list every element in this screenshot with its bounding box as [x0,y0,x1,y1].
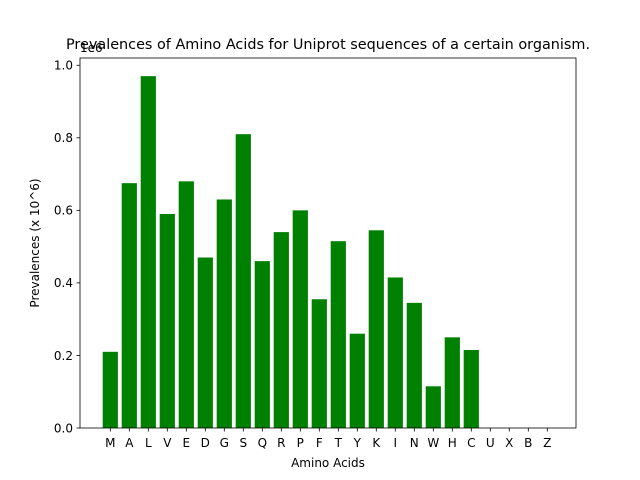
x-tick-label: D [201,436,210,450]
bar-G [216,199,232,428]
y-tick-label: 0.6 [54,204,73,218]
x-tick-label: I [394,436,398,450]
y-tick-label: 0.4 [54,276,73,290]
chart-title: Prevalences of Amino Acids for Uniprot s… [66,37,590,53]
bar-V [159,213,175,428]
x-tick-label: V [163,436,172,450]
plot-frame [79,57,577,429]
x-tick-label: G [220,436,229,450]
x-tick-label: Q [258,436,267,450]
bar-D [197,257,213,428]
x-tick-label: U [486,436,495,450]
x-tick-label: C [467,436,475,450]
x-tick-label: E [183,436,191,450]
bar-E [178,181,194,428]
x-tick-label: R [277,436,285,450]
bar-I [387,277,403,428]
y-tick-label: 1.0 [54,59,73,73]
y-tick-label: 0.0 [54,421,73,435]
y-axis-offset-label: 1e6 [80,41,103,55]
x-tick-label: N [410,436,419,450]
x-tick-label: Y [353,436,362,450]
bar-A [121,183,137,428]
bar-M [102,351,118,428]
bar-T [330,241,346,428]
x-tick-label: K [372,436,381,450]
bar-L [140,76,156,428]
x-tick-label: P [297,436,304,450]
x-tick-label: L [145,436,152,450]
bar-K [368,230,384,428]
x-tick-label: F [316,436,323,450]
bar-F [311,299,327,428]
bar-Q [254,261,270,428]
y-axis: 0.0 0.2 0.4 0.6 0.8 1.0 [54,59,80,435]
x-tick-label: S [239,436,247,450]
bar-C [463,350,479,428]
bars-layer [102,76,479,428]
x-tick-label: M [105,436,115,450]
bar-Y [349,333,365,428]
x-tick-label: B [524,436,532,450]
x-tick-label: H [448,436,457,450]
y-axis-label: Prevalences (x 10^6) [28,178,42,307]
bar-W [425,386,441,428]
y-tick-label: 0.2 [54,349,73,363]
x-tick-label: A [125,436,134,450]
bar-R [273,232,289,428]
x-tick-label: Z [543,436,551,450]
bar-P [292,210,308,428]
bar-N [406,302,422,428]
bar-H [444,337,460,428]
y-tick-label: 0.8 [54,131,73,145]
bar-S [235,134,251,428]
x-tick-label: X [505,436,513,450]
x-axis-label: Amino Acids [291,456,365,470]
x-tick-label: W [427,436,439,450]
x-tick-label: T [334,436,343,450]
